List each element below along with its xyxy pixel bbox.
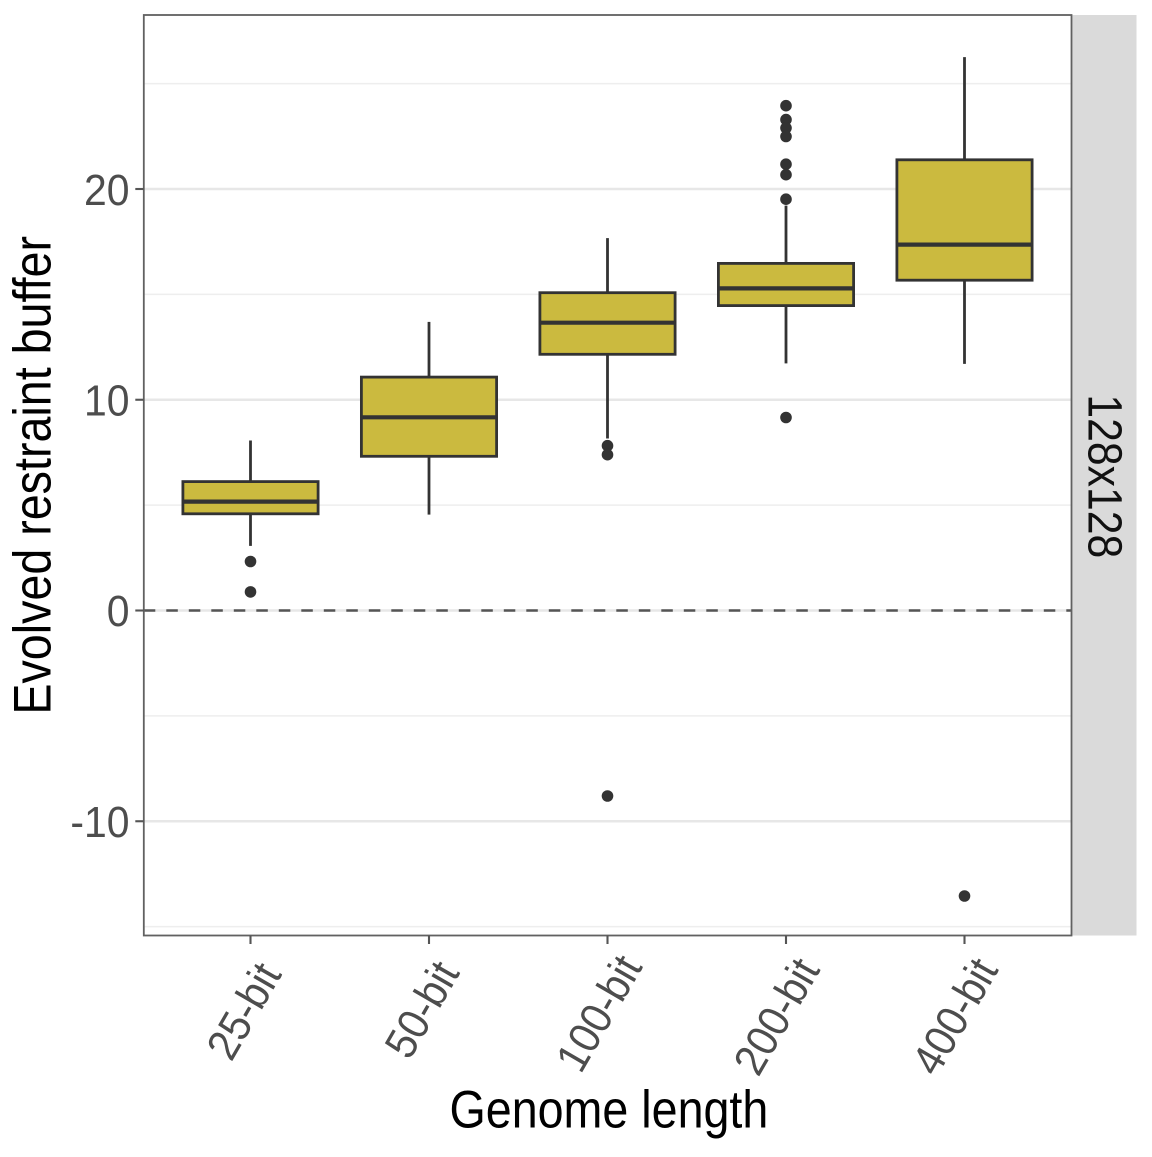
svg-text:Evolved restraint buffer: Evolved restraint buffer xyxy=(3,236,62,715)
svg-text:128x128: 128x128 xyxy=(1078,394,1132,558)
svg-text:Genome length: Genome length xyxy=(449,1080,768,1139)
svg-text:0: 0 xyxy=(107,588,130,637)
svg-text:20: 20 xyxy=(84,166,130,215)
svg-text:10: 10 xyxy=(84,377,130,426)
svg-text:-10: -10 xyxy=(70,799,129,848)
